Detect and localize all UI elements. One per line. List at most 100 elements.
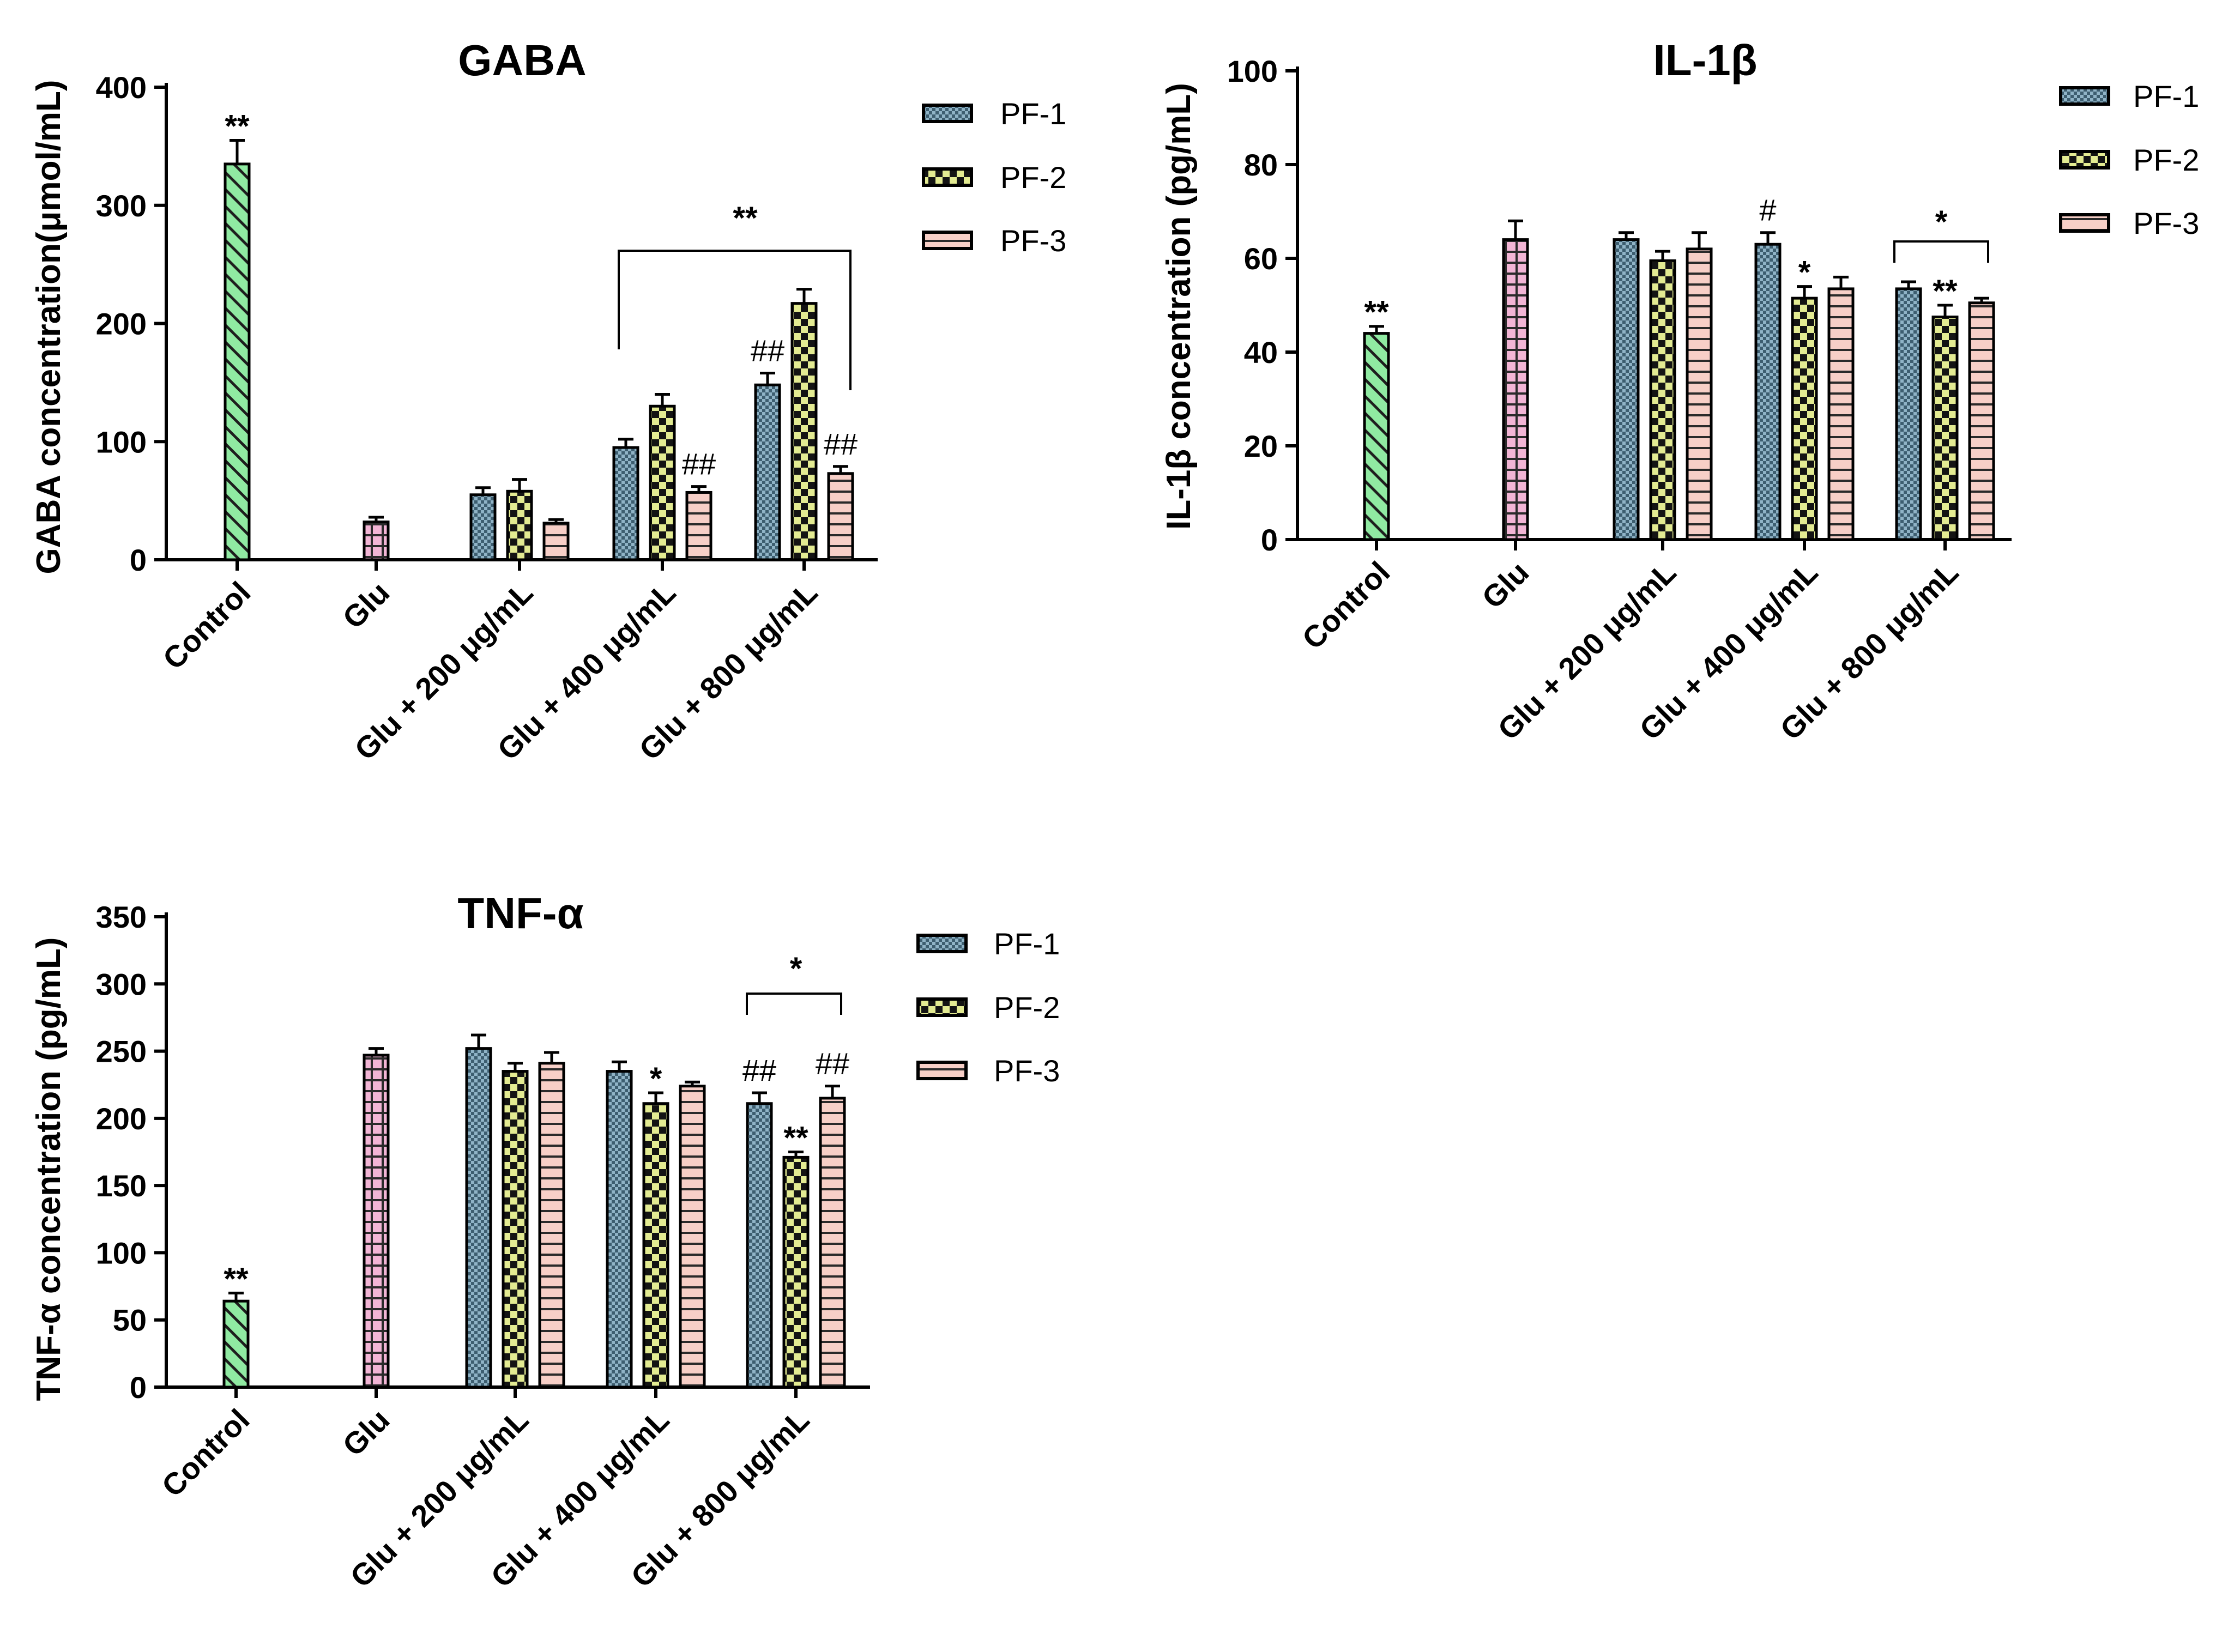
y-tick-label: 300 — [96, 967, 147, 1001]
bar-pf-3 — [679, 1085, 706, 1389]
bars — [222, 1033, 846, 1389]
y-tick-label: 250 — [96, 1034, 147, 1069]
legend: PF-1 PF-2 PF-3 — [916, 927, 1060, 1088]
bar-pf-1 — [465, 1047, 492, 1389]
gaba-chart: GABA GABA concentration(μmol/mL) 0 100 200… — [30, 36, 1066, 766]
significance-bracket: * — [746, 951, 842, 1015]
tnfa-chart: TNF-α TNF-α concentration (pg/mL) 0 50 100… — [30, 889, 1060, 1594]
y-axis-label: IL-1β concentration (pg/mL) — [1160, 83, 1198, 530]
bar-pf-2 — [782, 1155, 810, 1389]
y-tick-label: 50 — [113, 1303, 147, 1338]
legend-label: PF-1 — [1000, 96, 1066, 131]
legend-swatch-pf2 — [916, 997, 968, 1017]
y-tick-label: 350 — [96, 900, 147, 934]
legend-label: PF-2 — [994, 990, 1060, 1025]
legend-label: PF-2 — [2133, 143, 2199, 177]
bar-pf-3 — [542, 522, 570, 561]
significance-annotations: ** # * ** — [1364, 193, 1958, 330]
bar-pf-1 — [754, 383, 781, 561]
annotation-mark: ** — [1364, 295, 1389, 330]
annotation-mark: ## — [816, 1046, 849, 1081]
y-tick-label: 150 — [96, 1169, 147, 1203]
legend-label: PF-3 — [994, 1054, 1060, 1088]
bracket-mark: * — [1935, 204, 1948, 240]
category-label: Glu — [336, 575, 396, 636]
y-tick-label: 20 — [1244, 429, 1278, 463]
significance-bracket: ** — [618, 201, 852, 390]
bracket-line — [618, 250, 852, 390]
annotation-mark: ** — [225, 109, 250, 144]
legend-swatch-pf3 — [916, 1061, 968, 1080]
annotation-mark: # — [1759, 193, 1776, 227]
bar-pf-2 — [642, 1102, 669, 1389]
bar-pf-3 — [1827, 287, 1855, 541]
bar-pf-3 — [827, 472, 854, 561]
significance-annotations: ** ## ## ## — [225, 109, 858, 481]
y-tick-label: 200 — [96, 1102, 147, 1136]
significance-bracket: * — [1893, 204, 1989, 263]
annotation-mark: * — [650, 1061, 662, 1097]
category-labels: Control Glu Glu + 200 μg/mL Glu + 400 μg… — [155, 1402, 816, 1594]
annotation-mark: ** — [1933, 274, 1958, 309]
y-tick-label: 100 — [96, 425, 147, 459]
category-label: Glu — [1475, 555, 1536, 615]
bar-pf-2 — [790, 302, 818, 561]
bar-glu — [363, 1054, 390, 1389]
bar-pf-1 — [746, 1102, 773, 1389]
bar-pf-1 — [1613, 238, 1640, 541]
annotation-mark: ** — [783, 1121, 808, 1156]
legend-swatch-pf1 — [2059, 86, 2110, 106]
bar-pf-1 — [1754, 243, 1782, 541]
legend-swatch-pf3 — [922, 231, 973, 250]
bracket-mark: * — [790, 951, 802, 987]
bars — [224, 139, 854, 561]
category-labels: Control Glu Glu + 200 μg/mL Glu + 400 μg… — [1295, 555, 1965, 747]
y-tick-label: 400 — [96, 70, 147, 105]
category-label: Control — [1295, 555, 1396, 656]
y-tick-label: 0 — [130, 543, 147, 577]
bar-pf-3 — [538, 1062, 565, 1389]
annotation-mark: ** — [224, 1261, 249, 1297]
legend-label: PF-3 — [2133, 206, 2199, 240]
y-tick-label: 80 — [1244, 148, 1278, 182]
legend-swatch-pf2 — [2059, 150, 2110, 170]
legend-label: PF-1 — [994, 927, 1060, 961]
legend: PF-1 PF-2 PF-3 — [922, 96, 1066, 258]
y-axis-label: TNF-α concentration (pg/mL) — [30, 937, 68, 1401]
bracket-line — [1893, 240, 1989, 263]
chart-title: TNF-α — [457, 889, 583, 937]
significance-annotations: ** * ## ** ## — [224, 1046, 849, 1297]
y-tick-label: 40 — [1244, 335, 1278, 370]
category-label: Glu — [336, 1402, 396, 1463]
y-tick-label: 0 — [130, 1370, 147, 1405]
bar-pf-2 — [649, 404, 676, 561]
category-label: Control — [156, 575, 257, 676]
bar-pf-2 — [1791, 296, 1818, 541]
bar-pf-1 — [606, 1070, 633, 1389]
bar-pf-3 — [819, 1097, 846, 1389]
il1b-chart: IL-1β IL-1β concentration (pg/mL) 0 20 40 6… — [1160, 36, 2199, 746]
chart-title: GABA — [458, 36, 587, 84]
annotation-mark: ## — [824, 427, 858, 461]
bars — [1363, 219, 1995, 541]
y-tick-label: 200 — [96, 307, 147, 341]
legend-swatch-pf3 — [2059, 213, 2110, 233]
bar-pf-2 — [506, 489, 533, 561]
y-tick-label: 300 — [96, 189, 147, 223]
bar-control — [222, 1299, 250, 1389]
category-labels: Control Glu Glu + 200 μg/mL Glu + 400 μg… — [156, 575, 824, 767]
legend-swatch-pf1 — [916, 934, 968, 953]
y-axis-label: GABA concentration(μmol/mL) — [30, 80, 68, 574]
y-tick-label: 100 — [1227, 54, 1278, 88]
bar-control — [224, 162, 251, 561]
y-tick-label: 60 — [1244, 241, 1278, 276]
axes: 0 100 200 300 400 — [96, 70, 878, 577]
bar-pf-1 — [1895, 287, 1922, 541]
annotation-mark: ## — [742, 1053, 776, 1087]
legend-swatch-pf2 — [922, 167, 973, 187]
bar-control — [1363, 332, 1390, 541]
bar-pf-3 — [685, 491, 713, 561]
y-tick-label: 0 — [1261, 523, 1278, 557]
bar-glu — [363, 521, 390, 561]
legend-label: PF-1 — [2133, 79, 2199, 113]
